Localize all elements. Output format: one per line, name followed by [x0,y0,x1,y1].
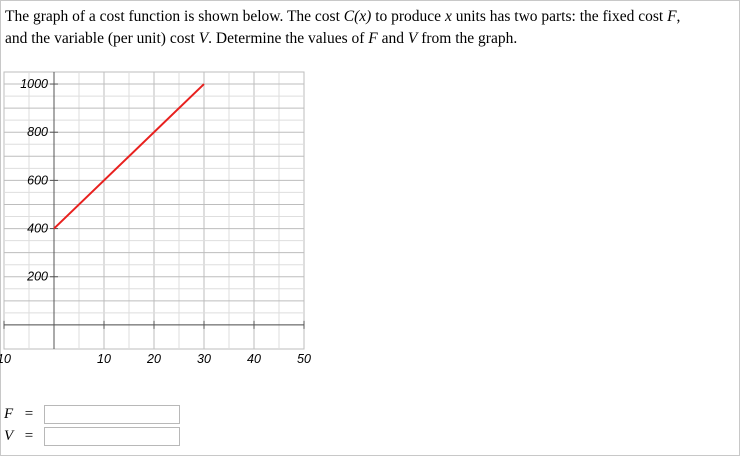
x-tick-label: 50 [297,352,311,366]
problem-text-part: units has two parts: the fixed cost [451,8,668,25]
x-tick-label: 30 [197,352,211,366]
answer-row-f: F = [4,404,180,425]
y-tick-label: 400 [27,222,48,236]
variable-cost-input[interactable] [44,427,180,446]
problem-text-part: The graph of a cost function is shown be… [5,8,344,25]
grid [3,71,305,350]
variable-x-symbol: x [444,8,452,25]
series-layer [53,83,205,230]
answer-label-v: V [4,428,14,444]
answer-row-v: V = [4,426,180,447]
y-tick-label: 600 [27,173,48,187]
cost-graph: 10 10 20 30 40 50 1000 800 600 400 200 [0,71,311,366]
equals-sign: = [24,428,34,444]
x-tick-label: 20 [146,352,161,366]
problem-text-part: to produce [371,8,445,25]
problem-text-part: , [676,8,681,25]
answer-area: F = V = [4,404,180,448]
variable-f-symbol: F [667,8,677,25]
x-tick-label: 40 [247,352,261,366]
problem-text-part: and [377,30,408,47]
tick-labels: 10 10 20 30 40 50 1000 800 600 400 200 [0,77,311,366]
cost-line [53,83,205,230]
variable-v-symbol: V [407,30,418,47]
problem-text-part: and the variable (per unit) cost [5,30,199,47]
variable-f-symbol: F [368,30,378,47]
answer-label-f: F [4,406,14,422]
problem-text-part: . Determine the values of [208,30,369,47]
x-tick-label: 10 [0,352,11,366]
y-tick-label: 800 [27,125,48,139]
problem-text-part: from the graph. [417,30,518,47]
y-tick-label: 200 [26,270,48,284]
problem-text: The graph of a cost function is shown be… [5,6,733,50]
x-tick-label: 10 [97,352,111,366]
cost-function-symbol: C(x) [343,8,372,25]
variable-v-symbol: V [198,30,209,47]
y-tick-label: 1000 [20,77,48,91]
axes [3,72,305,349]
equals-sign: = [24,406,34,422]
fixed-cost-input[interactable] [44,405,180,424]
